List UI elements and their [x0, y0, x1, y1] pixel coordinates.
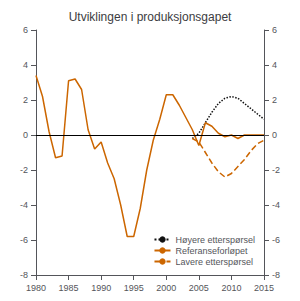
svg-text:Høyere etterspørsel: Høyere etterspørsel	[175, 235, 255, 245]
svg-text:-6: -6	[20, 235, 28, 245]
svg-text:-4: -4	[272, 200, 280, 210]
svg-text:Lavere etterspørsel: Lavere etterspørsel	[175, 257, 253, 267]
svg-text:-2: -2	[272, 165, 280, 175]
svg-text:2010: 2010	[221, 283, 241, 293]
svg-text:6: 6	[23, 25, 28, 35]
svg-text:2005: 2005	[189, 283, 209, 293]
svg-text:-8: -8	[20, 270, 28, 280]
svg-text:1990: 1990	[91, 283, 111, 293]
svg-text:0: 0	[272, 130, 277, 140]
svg-text:6: 6	[272, 25, 277, 35]
svg-text:4: 4	[23, 60, 28, 70]
svg-text:2015: 2015	[254, 283, 274, 293]
svg-text:1985: 1985	[59, 283, 79, 293]
svg-text:1995: 1995	[124, 283, 144, 293]
svg-text:1980: 1980	[26, 283, 46, 293]
svg-text:0: 0	[23, 130, 28, 140]
svg-text:-8: -8	[272, 270, 280, 280]
svg-text:4: 4	[272, 60, 277, 70]
svg-text:-4: -4	[20, 200, 28, 210]
svg-text:Utviklingen i produksjonsgapet: Utviklingen i produksjonsgapet	[69, 10, 232, 24]
svg-text:-6: -6	[272, 235, 280, 245]
svg-text:2000: 2000	[156, 283, 176, 293]
svg-text:2: 2	[272, 95, 277, 105]
svg-text:Referanseforløpet: Referanseforløpet	[175, 246, 248, 256]
svg-text:-2: -2	[20, 165, 28, 175]
svg-text:2: 2	[23, 95, 28, 105]
